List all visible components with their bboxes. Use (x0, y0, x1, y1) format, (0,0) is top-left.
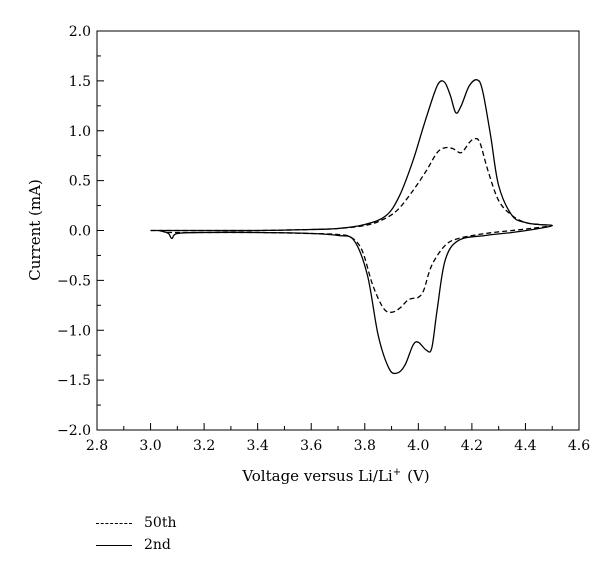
y-tick-label: 0.5 (69, 174, 91, 190)
x-tick-label: 4.4 (514, 438, 536, 454)
x-axis-label-main: Voltage versus Li/Li (241, 467, 393, 485)
series-line-50th (150, 137, 553, 313)
y-tick-label: 1.5 (69, 74, 91, 90)
cv-chart: 2.8 3.0 3.2 3.4 3.6 3.8 4.0 4.2 4.4 4.6 2.0 1.5 1.0 0… (26, 24, 590, 485)
y-tick-label: 0.0 (69, 224, 91, 240)
axis-ticks (96, 30, 580, 431)
y-tick-label: −2.0 (57, 423, 91, 439)
x-tick-label: 3.2 (193, 438, 215, 454)
y-tick-label: 1.0 (69, 124, 91, 140)
legend-item-2nd: 2nd (96, 534, 176, 556)
legend-label-2nd: 2nd (144, 537, 171, 553)
x-tick-label: 3.0 (139, 438, 161, 454)
axis-tick-labels: 2.8 3.0 3.2 3.4 3.6 3.8 4.0 4.2 4.4 4.6 2.0 1.5 1.0 0… (57, 24, 590, 454)
y-tick-label: 2.0 (69, 24, 91, 40)
x-axis-label-unit: (V) (407, 467, 430, 485)
legend-swatch-solid (96, 544, 132, 546)
x-tick-label: 4.0 (407, 438, 429, 454)
series-layer (150, 79, 553, 375)
legend-item-50th: 50th (96, 512, 176, 534)
x-tick-label: 3.8 (354, 438, 376, 454)
y-axis-label: Current (mA) (26, 179, 44, 281)
x-tick-label: 3.4 (247, 438, 269, 454)
legend-label-50th: 50th (144, 515, 177, 531)
y-tick-label: −1.0 (57, 323, 91, 339)
y-tick-label: −0.5 (57, 273, 91, 289)
x-tick-label: 4.6 (568, 438, 590, 454)
x-axis-label: Voltage versus Li/Li+ (V) (241, 467, 429, 485)
x-axis-label-superscript: + (393, 467, 401, 478)
legend-swatch-dashed (96, 522, 132, 524)
y-tick-label: −1.5 (57, 373, 91, 389)
legend: 50th 2nd (96, 512, 176, 556)
x-tick-label: 4.2 (461, 438, 483, 454)
x-tick-label: 2.8 (86, 438, 108, 454)
x-tick-label: 3.6 (300, 438, 322, 454)
series-line-2nd (150, 79, 553, 375)
